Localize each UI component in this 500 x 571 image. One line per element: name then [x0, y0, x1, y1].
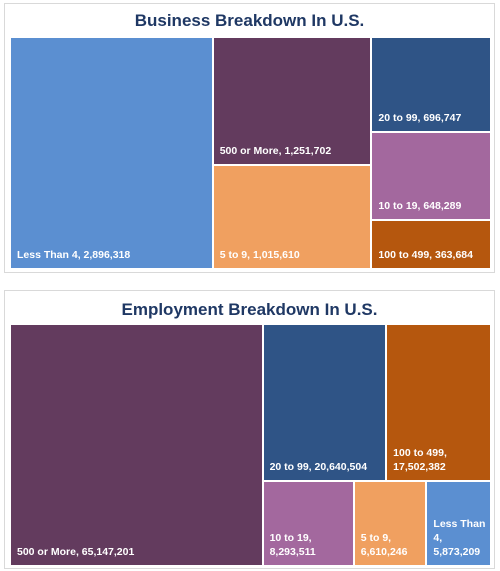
treemap-tile-label: Less Than 4, 5,873,209: [433, 517, 486, 558]
treemap-tile-label: 100 to 499, 363,684: [378, 248, 473, 261]
business-treemap-panel: Business Breakdown In U.S. Less Than 4, …: [4, 3, 495, 273]
business-treemap-area: Less Than 4, 2,896,318 500 or More, 1,251…: [10, 37, 491, 269]
treemap-tile-label: 500 or More, 65,147,201: [17, 546, 135, 558]
treemap-tile-10-to-19: 10 to 19, 8,293,511: [262, 480, 354, 566]
treemap-tile-5-to-9: 5 to 9, 1,015,610: [212, 165, 372, 269]
treemap-tile-10-to-19: 10 to 19, 648,289: [371, 131, 491, 220]
employment-treemap-panel: Employment Breakdown In U.S. 500 or More…: [4, 290, 495, 569]
treemap-tile-5-to-9: 5 to 9, 6,610,246: [353, 480, 427, 566]
treemap-tile-less-than-4: Less Than 4, 5,873,209: [426, 480, 491, 566]
employment-chart-title: Employment Breakdown In U.S.: [121, 300, 378, 319]
treemap-tile-label: 500 or More, 1,251,702: [219, 145, 332, 158]
treemap-tile-500-or-more: 500 or More, 1,251,702: [212, 37, 372, 166]
employment-treemap-area: 500 or More, 65,147,201 20 to 99, 20,640,…: [10, 324, 491, 566]
treemap-tile-20-to-99: 20 to 99, 696,747: [371, 37, 491, 132]
business-chart-title: Business Breakdown In U.S.: [134, 11, 365, 30]
treemap-tile-label: 20 to 99, 20,640,504: [269, 460, 368, 473]
treemap-tile-less-than-4: Less Than 4, 2,896,318: [10, 37, 213, 269]
treemap-tile-500-or-more: 500 or More, 65,147,201: [10, 324, 263, 566]
treemap-tile-label: 100 to 499, 17,502,382: [393, 446, 447, 473]
treemap-tile-20-to-99: 20 to 99, 20,640,504: [262, 324, 387, 481]
treemap-tile-100-to-499: 100 to 499, 363,684: [371, 219, 491, 269]
treemap-tile-label: 5 to 9, 6,610,246: [360, 531, 408, 558]
treemap-tile-100-to-499: 100 to 499, 17,502,382: [386, 324, 491, 481]
treemap-tile-label: Less Than 4, 2,896,318: [17, 249, 131, 261]
treemap-tile-label: 5 to 9, 1,015,610: [219, 248, 300, 261]
treemap-tile-label: 10 to 19, 648,289: [378, 199, 462, 212]
treemap-tile-label: 20 to 99, 696,747: [378, 111, 462, 124]
treemap-tile-label: 10 to 19, 8,293,511: [269, 531, 316, 558]
